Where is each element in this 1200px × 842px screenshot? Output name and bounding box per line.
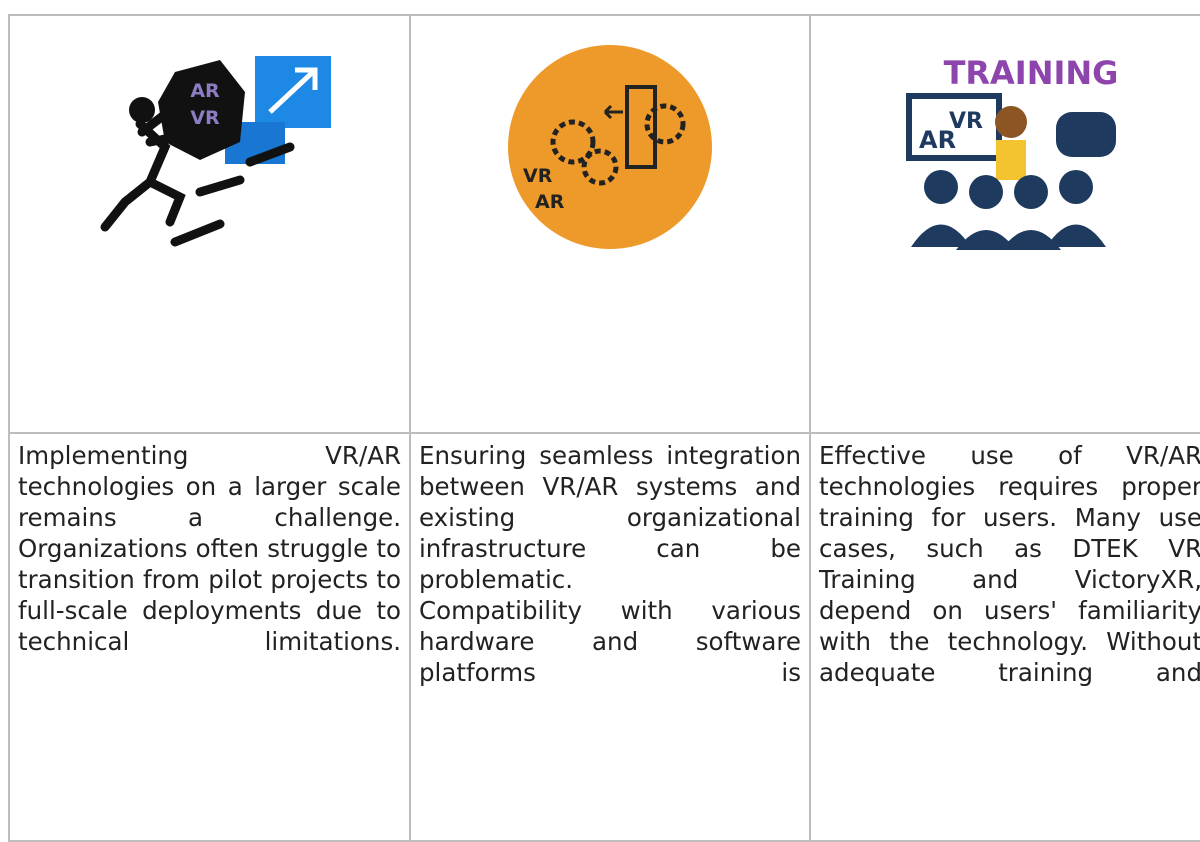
gear — [644, 103, 686, 145]
image-label: VR — [949, 109, 983, 134]
image-label: AR — [919, 126, 956, 154]
image-label: AR — [190, 80, 220, 102]
building — [625, 85, 657, 169]
image-cell: TRAINING AR VR — [809, 14, 1200, 434]
arrow — [267, 67, 317, 114]
text-row: Implementing VR/AR technologies on a lar… — [8, 432, 1200, 842]
paragraph: Implementing VR/AR technologies on a lar… — [18, 441, 401, 656]
figure-head — [128, 97, 155, 123]
image-label: AR — [535, 191, 565, 213]
trainer-head — [994, 106, 1027, 138]
image-label: VR — [523, 165, 553, 187]
training-illustration: TRAINING AR VR — [905, 54, 1118, 250]
trainer-body — [995, 140, 1026, 180]
image-label: TRAINING — [943, 54, 1118, 92]
integration-illustration: VR AR — [508, 45, 712, 249]
challenges-table: AR VR VR AR TRAINING AR VR Implementing … — [8, 14, 1200, 842]
paragraph: Compatibility with various hardware and … — [419, 596, 801, 687]
image-cell: VR AR — [409, 14, 811, 434]
page: AR VR VR AR TRAINING AR VR Implementing … — [8, 14, 1200, 842]
vr-headset — [1055, 112, 1116, 157]
gear — [550, 119, 596, 165]
image-label: VR — [190, 107, 220, 129]
boulder — [157, 60, 245, 160]
arrow — [603, 104, 623, 120]
paragraph: Ensuring seamless integration between VR… — [419, 441, 801, 594]
image-row: AR VR VR AR TRAINING AR VR — [8, 14, 1200, 434]
text-cell: Effective use of VR/AR technologies requ… — [809, 432, 1200, 842]
text-cell: Ensuring seamless integration between VR… — [409, 432, 811, 842]
climber-illustration: AR VR — [100, 56, 331, 247]
figure-body — [100, 107, 294, 247]
image-cell: AR VR — [8, 14, 411, 434]
text-cell: Implementing VR/AR technologies on a lar… — [8, 432, 411, 842]
paragraph: Effective use of VR/AR technologies requ… — [819, 441, 1200, 687]
gear — [581, 148, 619, 186]
audience — [910, 170, 1106, 250]
orange-circle — [508, 45, 712, 249]
